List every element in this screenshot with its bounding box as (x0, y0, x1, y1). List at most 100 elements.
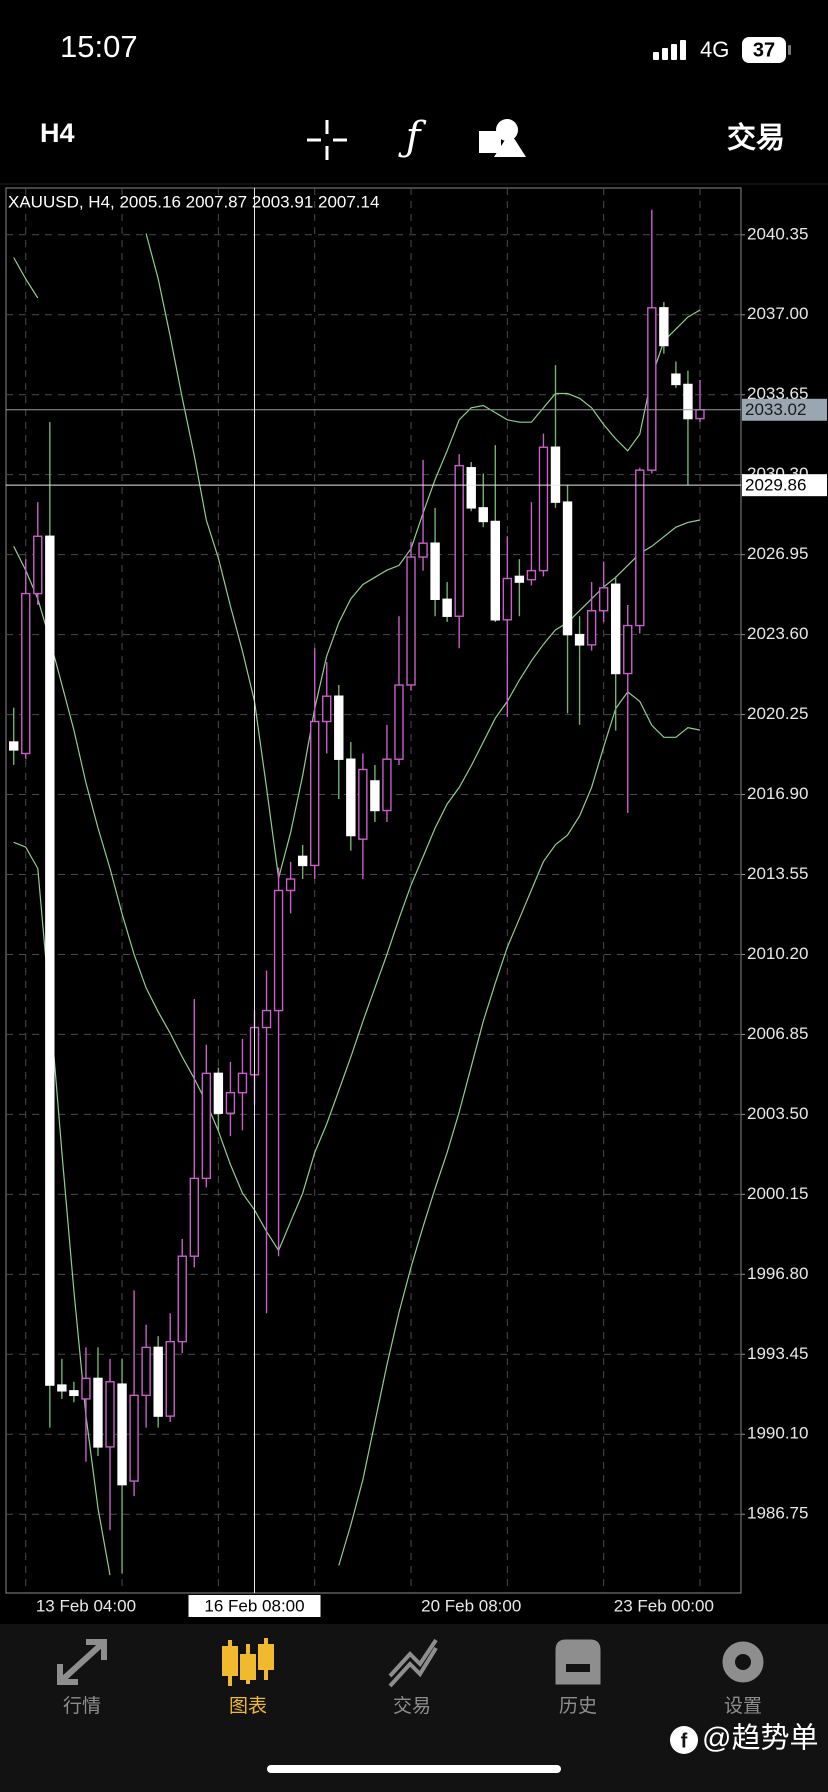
trade-button[interactable]: 交易 (727, 121, 785, 155)
y-tick-label: 1986.75 (747, 1504, 808, 1523)
battery-level: 37 (753, 39, 775, 61)
y-tick-label: 2013.55 (747, 864, 808, 883)
y-tick-label: 1990.10 (747, 1424, 808, 1443)
y-tick-label: 2020.25 (747, 704, 808, 723)
indicator-line (13, 691, 701, 1576)
candle-body (586, 610, 597, 646)
tab-label[interactable]: 交易 (393, 1695, 431, 1717)
candle-body (430, 542, 440, 600)
plot-area (6, 188, 741, 1593)
candle-body (213, 1072, 224, 1114)
candle-body (153, 1346, 163, 1417)
candle-body (562, 501, 573, 636)
tab-label[interactable]: 图表 (229, 1695, 267, 1717)
y-tick-label: 2003.50 (747, 1104, 808, 1123)
quotes-icon[interactable] (57, 1639, 107, 1685)
candle-body (550, 446, 561, 503)
candle-body (671, 373, 681, 386)
candle-body (81, 1377, 91, 1400)
candle-body (526, 569, 537, 581)
crosshair-price-label: 2029.86 (745, 476, 806, 495)
candle-body (358, 768, 368, 840)
battery-tip (788, 45, 791, 55)
x-tick-label: 23 Feb 00:00 (614, 1596, 714, 1615)
candle-body (635, 469, 645, 627)
candle-body (502, 577, 513, 621)
x-tick-label: 20 Feb 08:00 (421, 1596, 521, 1615)
settings-icon[interactable] (722, 1641, 764, 1683)
y-tick-label: 1996.80 (747, 1264, 808, 1283)
indicator-line (13, 519, 701, 1252)
crosshair-price-tag (742, 474, 827, 497)
candle-body (623, 624, 633, 675)
y-tick-label: 2006.85 (747, 1024, 808, 1043)
candle-body (93, 1377, 103, 1448)
candle-body (418, 542, 428, 558)
candle-body (370, 780, 380, 812)
candle-body (33, 535, 43, 595)
candle-body (611, 583, 621, 675)
watermark-icon (670, 1726, 698, 1754)
tab-label[interactable]: 行情 (63, 1695, 101, 1717)
y-tick-label: 2026.95 (747, 544, 808, 563)
y-tick-label: 2040.35 (747, 224, 808, 243)
candle-body (105, 1381, 115, 1448)
y-tick-label: 1993.45 (747, 1344, 808, 1363)
candle-body (117, 1383, 127, 1486)
candle-body (297, 855, 308, 867)
battery-icon (742, 37, 786, 63)
candle-body (490, 520, 500, 621)
candle-body (285, 878, 296, 892)
candle-body (647, 307, 657, 471)
tab-bar (0, 1624, 828, 1792)
crosshair-button[interactable] (307, 120, 347, 160)
candle-body (659, 307, 669, 347)
candle-body (273, 889, 284, 1012)
x-tick-label: 13 Feb 04:00 (36, 1596, 136, 1615)
candle-body (129, 1394, 139, 1482)
candle-body (683, 383, 693, 420)
home-indicator (267, 1765, 561, 1773)
candle-body (177, 1255, 187, 1343)
watermark: @趋势单 (702, 1722, 818, 1755)
candle-body (201, 1072, 212, 1180)
chart: 1986.75 1990.10 1993.45 1996.80 2000.15 2003.… (6, 188, 827, 1617)
history-icon[interactable] (555, 1639, 601, 1685)
y-tick-label: 2037.00 (747, 304, 808, 323)
watermark-icon-glyph: f (681, 1730, 688, 1752)
x-tick-label: 16 Feb 08:00 (204, 1596, 304, 1615)
last-price-label: 2033.02 (745, 400, 806, 419)
candle-body (141, 1346, 151, 1397)
candle-body (442, 598, 452, 617)
candle-body (8, 741, 19, 751)
candle-body (538, 446, 549, 572)
candle-body (165, 1340, 175, 1417)
candle-body (189, 1177, 200, 1257)
candle-body (225, 1091, 236, 1114)
y-tick-label: 2023.60 (747, 624, 808, 643)
trade-icon[interactable] (388, 1638, 438, 1688)
candle-body (237, 1072, 248, 1094)
candle-body (406, 556, 416, 686)
signal-icon (653, 40, 686, 60)
candle-body (598, 587, 609, 612)
crosshair-time-box (188, 1595, 321, 1617)
tab-label[interactable]: 历史 (559, 1695, 597, 1717)
tab-label[interactable]: 设置 (724, 1695, 762, 1717)
candle-body (514, 575, 525, 583)
chart-icon[interactable] (222, 1638, 274, 1686)
candle-body (382, 758, 392, 812)
candle-body (21, 592, 31, 755)
status-time: 15:07 (60, 29, 138, 64)
candle-body (478, 507, 488, 523)
candle-body (322, 695, 332, 723)
y-tick-label: 2016.90 (747, 784, 808, 803)
network-type: 4G (700, 37, 729, 62)
timeframe-button[interactable]: H4 (40, 118, 75, 148)
objects-button[interactable] (479, 119, 526, 157)
candle-body (346, 758, 356, 837)
y-tick-label: 2033.65 (747, 384, 808, 403)
candle-body (45, 535, 55, 1386)
candle-body (334, 695, 344, 760)
